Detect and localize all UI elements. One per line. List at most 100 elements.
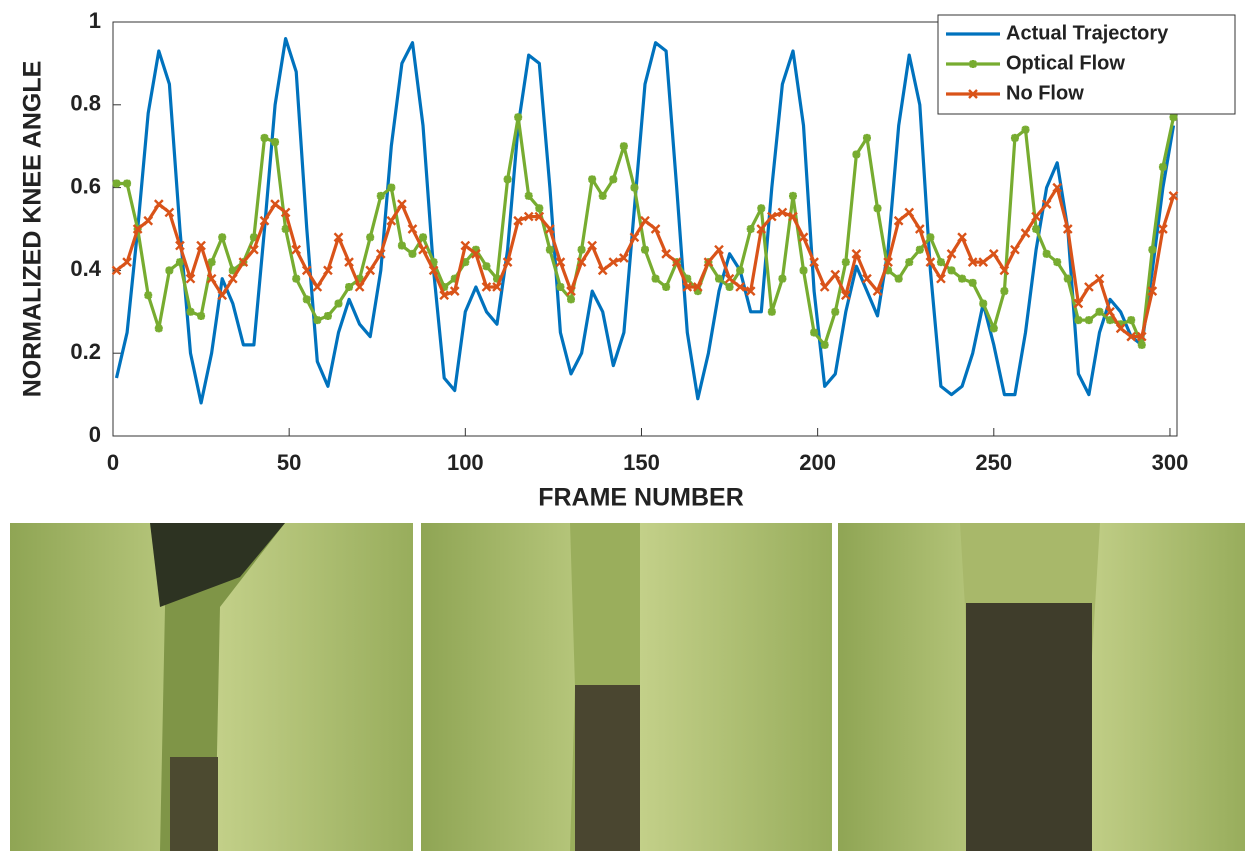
marker <box>1052 182 1063 193</box>
marker <box>355 274 364 283</box>
marker <box>1010 133 1019 142</box>
marker <box>408 249 417 258</box>
marker <box>302 295 311 304</box>
marker <box>227 273 238 284</box>
marker <box>735 282 745 292</box>
marker <box>418 244 428 255</box>
marker <box>1148 245 1157 254</box>
marker <box>207 258 216 267</box>
marker <box>703 257 714 267</box>
marker <box>841 258 850 267</box>
marker <box>450 274 459 283</box>
marker <box>407 224 418 234</box>
marker <box>1073 298 1084 309</box>
marker <box>428 265 439 276</box>
marker <box>1000 287 1009 296</box>
marker <box>196 240 206 251</box>
marker <box>387 183 396 192</box>
marker <box>597 265 608 276</box>
marker <box>640 215 650 226</box>
marker <box>143 215 154 226</box>
marker <box>386 215 397 226</box>
marker <box>1136 331 1147 342</box>
marker <box>493 274 502 283</box>
marker <box>238 257 249 267</box>
marker <box>376 191 385 200</box>
marker <box>291 244 302 255</box>
marker <box>1127 316 1136 325</box>
legend-label: Optical Flow <box>1006 52 1125 74</box>
marker <box>999 265 1010 276</box>
marker <box>333 232 344 243</box>
marker <box>767 307 776 316</box>
marker <box>683 274 692 283</box>
marker <box>312 282 323 292</box>
x-tick-label: 150 <box>623 450 660 475</box>
marker <box>862 273 872 284</box>
marker <box>588 175 597 184</box>
marker <box>524 191 533 200</box>
marker <box>947 266 956 275</box>
marker <box>851 248 862 259</box>
marker <box>969 60 977 68</box>
marker <box>217 290 228 301</box>
marker <box>344 257 354 267</box>
marker <box>778 274 787 283</box>
marker <box>1084 282 1094 292</box>
marker <box>1053 258 1062 267</box>
marker <box>746 225 755 233</box>
marker <box>619 253 629 263</box>
marker <box>831 307 840 316</box>
marker <box>1095 307 1104 316</box>
marker <box>988 248 999 259</box>
marker <box>154 324 163 333</box>
marker <box>1042 249 1051 258</box>
marker <box>766 211 777 222</box>
marker <box>978 257 989 267</box>
marker <box>175 258 184 267</box>
marker <box>692 282 703 292</box>
marker <box>577 245 586 254</box>
marker <box>840 290 851 301</box>
marker <box>185 273 196 284</box>
marker <box>651 274 660 283</box>
marker <box>545 224 555 234</box>
legend-label: Actual Trajectory <box>1006 22 1169 44</box>
marker <box>629 232 640 243</box>
marker <box>650 224 661 234</box>
marker <box>271 138 280 147</box>
marker <box>1094 273 1105 284</box>
marker <box>1137 340 1146 349</box>
marker <box>788 191 797 200</box>
marker <box>662 282 671 291</box>
frame-1 <box>10 523 413 851</box>
marker <box>958 274 967 283</box>
marker <box>280 207 291 218</box>
marker <box>397 241 406 250</box>
marker <box>301 265 312 276</box>
legend-label: No Flow <box>1006 82 1084 104</box>
marker <box>915 245 924 254</box>
marker <box>1041 199 1052 210</box>
marker <box>419 233 428 242</box>
marker <box>270 199 280 210</box>
marker <box>1147 286 1158 296</box>
marker <box>1126 331 1137 342</box>
marker <box>122 257 132 267</box>
marker <box>619 142 628 151</box>
marker <box>366 233 375 242</box>
marker <box>587 240 598 251</box>
marker <box>260 133 269 142</box>
marker <box>1116 320 1125 329</box>
marker <box>936 273 946 284</box>
marker <box>535 204 544 213</box>
x-tick-label: 200 <box>799 450 836 475</box>
y-axis-label: NORMALIZED KNEE ANGLE <box>19 61 47 398</box>
marker <box>313 316 322 325</box>
marker <box>429 258 438 267</box>
marker <box>503 175 512 184</box>
y-tick-label: 0 <box>89 422 101 447</box>
marker <box>440 282 449 291</box>
marker <box>967 257 978 267</box>
